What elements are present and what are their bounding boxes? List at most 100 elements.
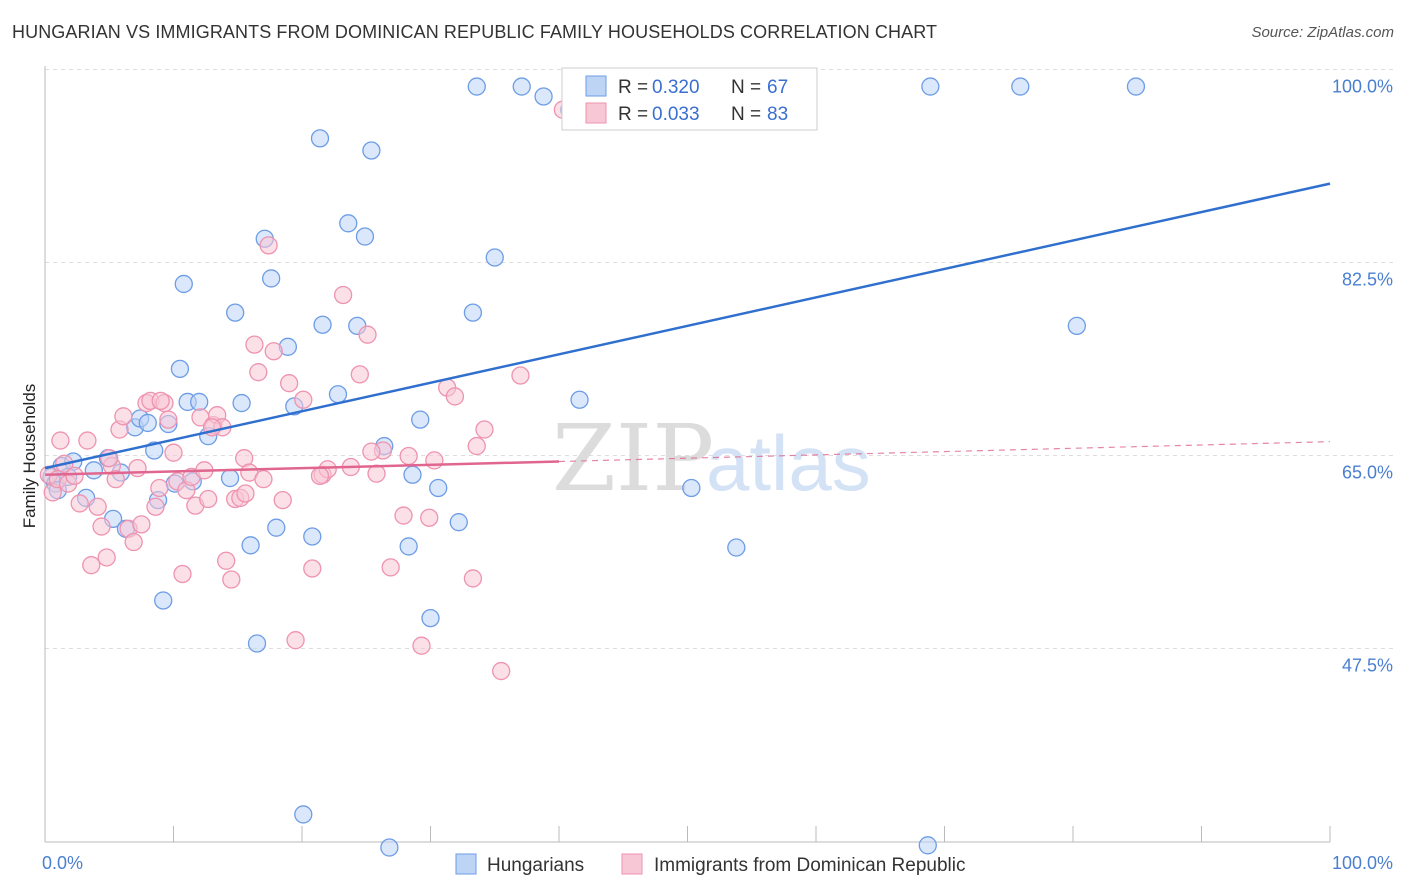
- point-hungarians: [247, 634, 267, 653]
- legend-r-value-1: 0.320: [652, 77, 700, 98]
- point-dominican: [475, 420, 494, 439]
- point-dominican: [394, 506, 413, 525]
- legend-r-label-2: R =: [618, 104, 653, 125]
- point-hungarians: [362, 141, 381, 160]
- point-dominican: [92, 517, 111, 536]
- point-dominican: [128, 458, 147, 478]
- point-hungarians: [727, 538, 746, 557]
- point-dominican: [358, 325, 377, 344]
- point-dominican: [164, 443, 183, 462]
- legend-n-value-2: 83: [767, 104, 788, 125]
- point-dominican: [245, 335, 264, 354]
- point-hungarians: [138, 413, 157, 433]
- point-hungarians: [154, 591, 173, 610]
- point-dominican: [492, 661, 511, 681]
- legend-swatch-dominican: [585, 102, 607, 124]
- point-dominican: [294, 390, 313, 409]
- point-dominican: [106, 470, 125, 489]
- trend-line-hungarians: [44, 182, 1331, 470]
- legend-bottom-swatch-hungarians: [455, 853, 477, 875]
- point-dominican: [217, 551, 236, 570]
- point-hungarians: [463, 303, 483, 322]
- legend-n-label-2: N =: [731, 104, 766, 125]
- point-hungarians: [220, 468, 240, 488]
- point-hungarians: [534, 87, 553, 106]
- point-dominican: [146, 497, 165, 516]
- point-dominican: [310, 466, 330, 486]
- legend-r-value-2: 0.033: [652, 104, 700, 125]
- point-dominican: [249, 363, 268, 382]
- point-hungarians: [313, 315, 332, 334]
- point-hungarians: [310, 129, 330, 148]
- point-dominican: [286, 631, 305, 650]
- point-hungarians: [190, 392, 209, 412]
- x-tick-label-min: 0.0%: [42, 853, 83, 873]
- point-hungarians: [512, 77, 531, 96]
- point-dominican: [381, 558, 400, 577]
- legend-bottom-swatch-dominican: [621, 853, 643, 875]
- point-hungarians: [355, 227, 375, 246]
- point-hungarians: [380, 838, 399, 857]
- point-hungarians: [303, 527, 322, 546]
- point-dominican: [362, 442, 381, 461]
- legend-top: R = 0.320 N = 67 R = 0.033 N = 83: [561, 67, 818, 131]
- point-dominican: [82, 556, 101, 575]
- trend-line-dominican: [44, 460, 560, 476]
- point-hungarians: [403, 465, 422, 484]
- point-hungarians: [145, 441, 164, 460]
- point-dominican: [150, 478, 169, 498]
- point-hungarians: [467, 77, 486, 96]
- point-dominican: [279, 374, 299, 393]
- axes: [44, 66, 1331, 843]
- point-hungarians: [918, 836, 937, 855]
- y-tick-label: 65.0%: [1342, 463, 1393, 483]
- point-hungarians: [1067, 316, 1087, 336]
- point-hungarians: [232, 393, 251, 413]
- point-hungarians: [411, 410, 430, 429]
- point-hungarians: [399, 537, 418, 556]
- watermark: ZIP atlas: [552, 405, 871, 512]
- point-dominican: [173, 564, 192, 584]
- point-dominican: [425, 451, 444, 470]
- point-dominican: [222, 570, 241, 589]
- point-dominican: [463, 569, 483, 588]
- x-tick-label-max: 100.0%: [1332, 853, 1393, 873]
- source-credit: Source: ZipAtlas.com: [1251, 24, 1394, 41]
- point-dominican: [70, 494, 89, 513]
- point-hungarians: [429, 478, 448, 498]
- legend-swatch-hungarians: [585, 75, 607, 97]
- point-hungarians: [570, 390, 589, 409]
- point-hungarians: [262, 269, 281, 288]
- point-dominican: [511, 366, 530, 385]
- legend-n-value-1: 67: [767, 77, 788, 98]
- point-hungarians: [921, 77, 940, 96]
- point-hungarians: [226, 303, 245, 322]
- point-dominican: [114, 407, 133, 426]
- point-dominican: [412, 636, 431, 655]
- point-dominican: [132, 515, 151, 534]
- point-hungarians: [449, 513, 468, 532]
- y-tick-label: 47.5%: [1342, 656, 1393, 676]
- point-dominican: [88, 497, 107, 516]
- point-dominican: [254, 470, 273, 489]
- point-hungarians: [294, 805, 313, 824]
- point-hungarians: [241, 536, 260, 555]
- point-hungarians: [84, 461, 103, 480]
- chart-title: HUNGARIAN VS IMMIGRANTS FROM DOMINICAN R…: [12, 22, 938, 42]
- y-axis-title: Family Households: [20, 384, 39, 529]
- point-hungarians: [682, 478, 701, 498]
- trend-line-dominican-dashed: [558, 441, 1331, 463]
- point-dominican: [78, 431, 97, 450]
- point-dominican: [467, 436, 486, 456]
- trend-lines: [44, 182, 1331, 476]
- point-dominican: [159, 410, 178, 429]
- y-tick-label: 100.0%: [1332, 77, 1393, 97]
- point-dominican: [445, 387, 465, 406]
- point-dominican: [199, 489, 218, 509]
- series-dominican-points: [39, 100, 573, 681]
- point-hungarians: [1011, 77, 1030, 96]
- watermark-atlas: atlas: [706, 419, 871, 507]
- point-dominican: [236, 484, 255, 503]
- y-tick-label: 82.5%: [1342, 270, 1393, 290]
